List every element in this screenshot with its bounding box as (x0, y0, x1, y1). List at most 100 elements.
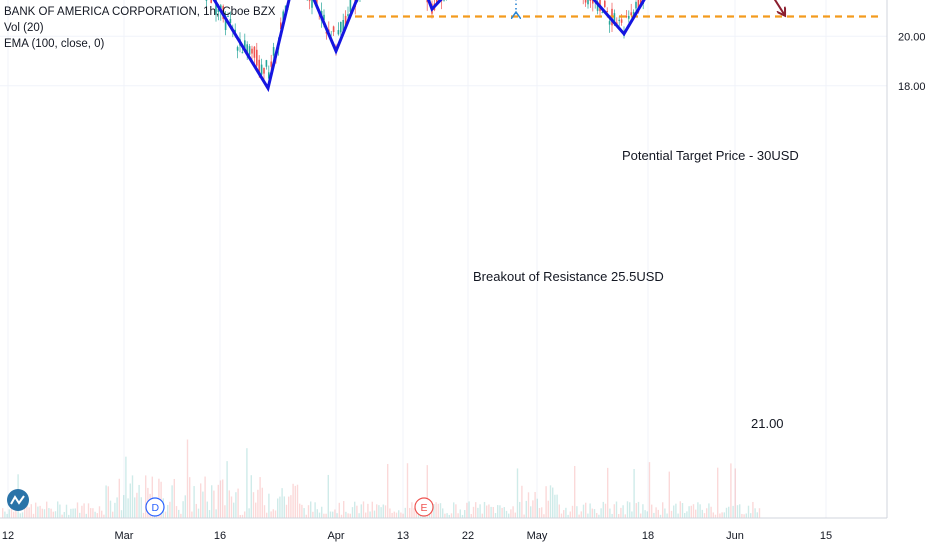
event-marker-d[interactable] (145, 497, 165, 517)
volume-bar (279, 496, 281, 518)
volume-bar (706, 508, 708, 518)
volume-bar (39, 505, 41, 518)
volume-bar (296, 484, 299, 518)
volume-bar (426, 465, 428, 518)
volume-bar (664, 508, 666, 518)
volume-bar (354, 501, 356, 518)
chart-legend: BANK OF AMERICA CORPORATION, 1h, Cboe BZ… (4, 4, 275, 52)
volume-indicator-label[interactable]: Vol (20) (4, 22, 44, 34)
candle-body (270, 61, 272, 67)
volume-bar (384, 505, 387, 518)
volume-bar (466, 502, 468, 518)
volume-bar (48, 508, 50, 518)
candle-body (325, 31, 328, 34)
volume-bar (129, 483, 131, 518)
volume-bar (739, 504, 741, 518)
volume-bar (552, 487, 554, 518)
volume-bar (574, 465, 576, 518)
volume-bar (98, 506, 101, 518)
volume-bar (745, 513, 747, 518)
volume-bar (226, 461, 228, 518)
volume-bar (26, 501, 28, 518)
volume-bar (345, 511, 347, 518)
volume-bar (307, 505, 310, 518)
volume-bar (299, 503, 301, 518)
candle-body (263, 67, 265, 74)
volume-bar (613, 504, 615, 518)
volume-bar (15, 507, 17, 518)
volume-bar (30, 504, 32, 518)
volume-bar (402, 513, 404, 518)
candle-body (632, 11, 635, 17)
volume-bar (270, 511, 272, 518)
x-tick-label: Mar (115, 530, 134, 542)
volume-bar (351, 507, 354, 518)
volume-bar (336, 513, 338, 518)
volume-bar (666, 513, 668, 518)
annotation-support-21: 21.00 (751, 416, 784, 431)
candle-body (620, 19, 623, 23)
annotation-target-price: Potential Target Price - 30USD (622, 148, 799, 163)
volume-bar (569, 511, 571, 518)
volume-bar (662, 502, 664, 518)
volume-bar (202, 491, 204, 518)
volume-bar (525, 500, 527, 518)
volume-bar (266, 512, 268, 518)
annotation-breakout: Breakout of Resistance 25.5USD (473, 269, 664, 284)
x-tick-label: 12 (2, 530, 14, 542)
volume-bar (233, 502, 235, 518)
volume-bar (692, 504, 695, 518)
volume-bar (444, 513, 446, 518)
volume-bar (57, 501, 59, 518)
candle-body (608, 21, 611, 25)
volume-bar (703, 513, 706, 518)
volume-bar (576, 506, 578, 518)
volume-bar (686, 511, 688, 518)
volume-bar (598, 514, 600, 518)
volume-bar (197, 508, 200, 518)
volume-bar (191, 511, 193, 518)
volume-bar (479, 504, 481, 518)
volume-bar (281, 488, 283, 518)
candle-body (217, 9, 220, 12)
volume-bar (244, 511, 246, 518)
volume-bar (367, 503, 369, 518)
candle-body (635, 2, 637, 9)
candle-body (251, 48, 253, 54)
volume-bar (283, 496, 285, 518)
volume-bar (604, 503, 607, 518)
volume-bar (136, 492, 138, 518)
projection-down-arrow[interactable] (737, 0, 784, 14)
volume-bar (536, 498, 538, 518)
volume-bar (35, 502, 37, 518)
volume-bar (488, 504, 490, 518)
x-tick-label: 15 (820, 530, 832, 542)
volume-bar (442, 508, 444, 518)
volume-bar (596, 513, 598, 518)
volume-bar (360, 504, 362, 518)
volume-bar (334, 509, 336, 518)
volume-bar (554, 494, 556, 518)
volume-bar (151, 476, 153, 518)
pattern-zigzag-line[interactable] (8, 0, 730, 93)
price-axis[interactable] (887, 0, 932, 550)
event-marker-e[interactable] (414, 497, 434, 517)
volume-bar (186, 439, 189, 518)
volume-bar (28, 507, 30, 518)
volume-bar (730, 463, 732, 518)
candle-body (268, 72, 270, 79)
volume-bar (681, 503, 684, 518)
candle-body (587, 0, 589, 5)
volume-bar (450, 513, 453, 518)
volume-bar (670, 510, 673, 518)
volume-bar (50, 508, 52, 518)
candle-body (311, 0, 313, 8)
volume-bar (534, 491, 536, 518)
volume-bar (578, 514, 580, 518)
volume-bar (24, 505, 26, 518)
ema-indicator-label[interactable]: EMA (100, close, 0) (4, 38, 105, 50)
time-axis[interactable] (0, 518, 932, 550)
candle-body (601, 12, 604, 14)
